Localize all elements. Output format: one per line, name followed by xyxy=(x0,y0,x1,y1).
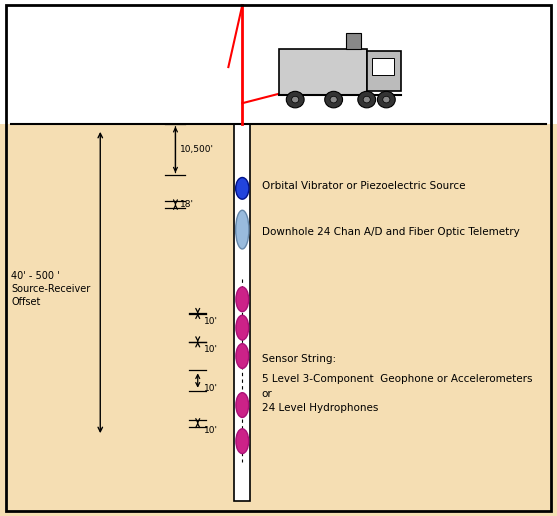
Circle shape xyxy=(358,91,375,108)
Text: 10': 10' xyxy=(204,384,218,393)
Ellipse shape xyxy=(236,344,248,368)
Bar xyxy=(278,49,367,95)
Text: 40' - 500 '
Source-Receiver
Offset: 40' - 500 ' Source-Receiver Offset xyxy=(11,271,90,307)
Text: Sensor String:: Sensor String: xyxy=(262,353,336,364)
Circle shape xyxy=(363,96,370,103)
Text: or: or xyxy=(262,389,272,399)
Ellipse shape xyxy=(236,287,248,312)
Text: Orbital Vibrator or Piezoelectric Source: Orbital Vibrator or Piezoelectric Source xyxy=(262,181,465,191)
Text: 10': 10' xyxy=(204,345,218,354)
Bar xyxy=(367,52,401,91)
Text: 10': 10' xyxy=(204,317,218,326)
Circle shape xyxy=(325,91,343,108)
Ellipse shape xyxy=(236,178,249,199)
Text: 10': 10' xyxy=(204,426,218,436)
Circle shape xyxy=(330,96,337,103)
Circle shape xyxy=(292,96,299,103)
Text: Downhole 24 Chan A/D and Fiber Optic Telemetry: Downhole 24 Chan A/D and Fiber Optic Tel… xyxy=(262,227,520,237)
Text: 5 Level 3-Component  Geophone or Accelerometers: 5 Level 3-Component Geophone or Accelero… xyxy=(262,374,532,384)
Circle shape xyxy=(383,96,390,103)
Bar xyxy=(346,33,360,49)
Ellipse shape xyxy=(236,393,248,417)
Text: 10,500': 10,500' xyxy=(180,145,214,154)
Bar xyxy=(234,124,250,501)
Ellipse shape xyxy=(236,210,249,249)
Circle shape xyxy=(286,91,304,108)
Ellipse shape xyxy=(236,315,248,340)
Bar xyxy=(0,0,557,124)
Ellipse shape xyxy=(236,429,248,454)
Text: 18': 18' xyxy=(180,200,194,209)
Bar xyxy=(372,58,394,75)
Circle shape xyxy=(378,91,395,108)
Text: 24 Level Hydrophones: 24 Level Hydrophones xyxy=(262,402,378,413)
